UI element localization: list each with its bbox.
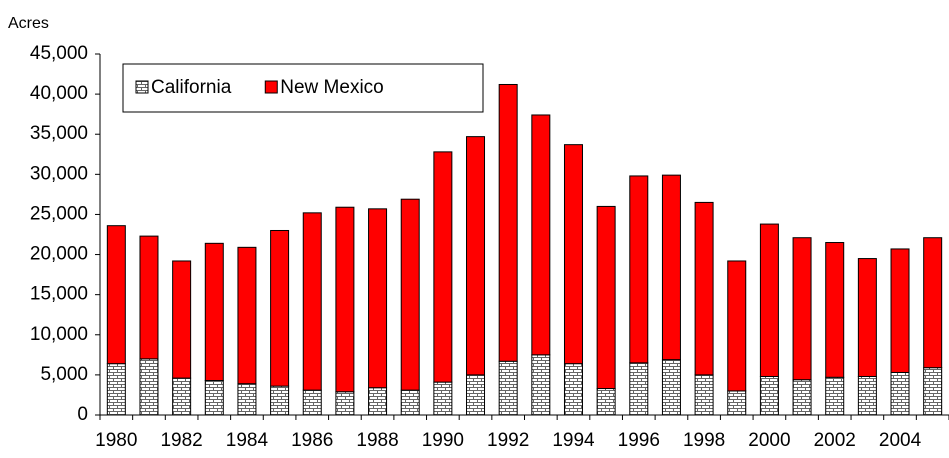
y-tick-label: 45,000 (30, 43, 88, 64)
bar-segment (596, 388, 616, 416)
x-tick-label: 1986 (291, 430, 333, 451)
bar-segment (661, 174, 681, 361)
bar-segment (270, 229, 290, 387)
bar-segment (498, 360, 518, 416)
x-tick-label: 1982 (160, 430, 202, 451)
legend-box (122, 63, 484, 113)
bar-segment (531, 114, 551, 356)
bar-segment (335, 391, 355, 416)
bar-segment (466, 374, 486, 416)
bar-segment (857, 375, 877, 416)
bar-segment (759, 223, 779, 377)
bar-segment (629, 175, 649, 364)
x-tick-label: 2000 (748, 430, 790, 451)
bar-segment (433, 381, 453, 416)
bar-segment (825, 376, 845, 416)
legend-swatch (135, 80, 149, 94)
bar-segment (139, 358, 159, 416)
x-tick-label: 1996 (618, 430, 660, 451)
bar-segment (498, 83, 518, 362)
bar-segment (825, 242, 845, 378)
bar-segment (923, 237, 943, 369)
bar-segment (792, 237, 812, 381)
bar-segment (172, 260, 192, 379)
legend-swatch (264, 80, 278, 94)
x-tick-label: 1988 (356, 430, 398, 451)
bar-segment (204, 380, 224, 416)
bar-segment (727, 390, 747, 416)
y-tick-label: 20,000 (30, 244, 88, 265)
bar-segment (433, 151, 453, 383)
bar-segment (890, 371, 910, 416)
bar-segment (237, 383, 257, 416)
bar-segment (531, 354, 551, 416)
bar-segment (661, 359, 681, 416)
bar-segment (563, 363, 583, 416)
x-tick-label: 1992 (487, 430, 529, 451)
bar-segment (890, 248, 910, 373)
bar-segment (923, 367, 943, 416)
bar-segment (335, 206, 355, 393)
y-tick-label: 0 (77, 404, 88, 425)
y-tick-label: 5,000 (40, 364, 88, 385)
bar-segment (694, 374, 714, 416)
x-tick-label: 2002 (814, 430, 856, 451)
bar-segment (629, 362, 649, 416)
y-axis-label: Acres (8, 15, 49, 32)
bar-segment (172, 377, 192, 416)
y-tick-label: 40,000 (30, 83, 88, 104)
x-tick-label: 2004 (879, 430, 922, 451)
bar-segment (596, 205, 616, 390)
x-tick-label: 1998 (683, 430, 725, 451)
bar-segment (237, 246, 257, 385)
legend-label: New Mexico (280, 77, 383, 98)
bar-segment (106, 363, 126, 416)
bar-segment (204, 242, 224, 382)
bar-segment (759, 375, 779, 416)
x-tick-label: 1980 (95, 430, 137, 451)
bar-segment (563, 144, 583, 365)
x-tick-label: 1994 (552, 430, 595, 451)
bar-segment (694, 201, 714, 376)
x-tick-label: 1990 (422, 430, 464, 451)
bar-segment (368, 208, 388, 389)
bar-segment (792, 379, 812, 416)
bar-segment (857, 258, 877, 377)
bar-segment (139, 235, 159, 360)
bar-segment (302, 212, 322, 391)
x-tick-label: 1984 (226, 430, 269, 451)
bar-segment (400, 389, 420, 416)
bar-segment (727, 260, 747, 392)
bar-segment (302, 389, 322, 416)
legend-label: California (151, 77, 232, 98)
bar-segment (400, 198, 420, 391)
y-tick-label: 25,000 (30, 203, 88, 224)
bar-segment (368, 387, 388, 416)
y-tick-label: 35,000 (30, 123, 88, 144)
y-tick-label: 10,000 (30, 324, 88, 345)
bar-segment (466, 136, 486, 376)
bar-segment (106, 225, 126, 365)
y-tick-label: 15,000 (30, 284, 88, 305)
bar-segment (270, 385, 290, 416)
y-tick-label: 30,000 (30, 163, 88, 184)
